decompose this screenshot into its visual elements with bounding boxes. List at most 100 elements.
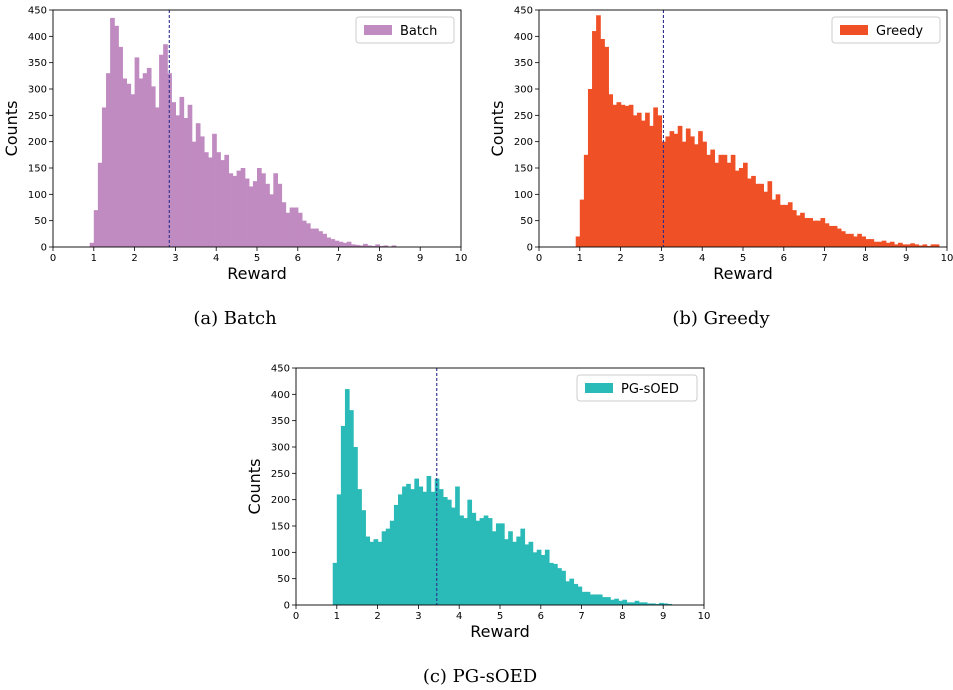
histogram-bar	[422, 491, 428, 605]
x-tick-label: 9	[660, 611, 666, 622]
histogram-bar	[655, 603, 660, 605]
histogram-bar	[212, 133, 217, 247]
subfigure-caption: (b) Greedy	[672, 308, 770, 329]
histogram-bar	[873, 241, 879, 247]
histogram-bar	[677, 125, 683, 247]
histogram-bar	[273, 173, 278, 247]
histogram-bar	[763, 191, 769, 247]
histogram-bar	[653, 107, 658, 248]
histogram-bar	[681, 141, 687, 247]
histogram-bar	[783, 204, 789, 247]
histogram-bar	[163, 44, 168, 248]
histogram-bar	[142, 73, 148, 247]
histogram-bar	[659, 602, 664, 605]
histogram-bar	[330, 239, 336, 247]
histogram-bar	[332, 562, 338, 605]
x-tick-label: 1	[334, 611, 340, 622]
histogram-bar	[650, 603, 656, 605]
histogram-bar	[269, 194, 274, 247]
y-tick-label: 50	[277, 574, 290, 585]
y-tick-label: 100	[514, 190, 533, 201]
histogram-bar	[118, 46, 123, 248]
histogram-bar	[406, 483, 411, 605]
x-tick-label: 7	[821, 253, 827, 264]
histogram-bar	[336, 494, 342, 605]
x-tick-label: 2	[131, 253, 137, 264]
histogram-bar	[371, 245, 376, 247]
histogram-bar	[491, 531, 497, 605]
histogram-bar	[926, 245, 932, 247]
histogram-bar	[228, 173, 234, 247]
histogram-bar	[808, 218, 813, 247]
histogram-bar	[479, 518, 485, 605]
y-tick-label: 350	[271, 416, 290, 427]
histogram-bar	[236, 170, 242, 247]
histogram-bar	[389, 520, 395, 605]
histogram-bar	[363, 243, 368, 247]
histogram-bar	[244, 178, 250, 247]
histogram-bar	[585, 591, 591, 605]
histogram-bar	[620, 104, 626, 247]
histogram-bar	[812, 220, 818, 247]
histogram-bar	[710, 149, 716, 247]
histogram-bar	[508, 531, 513, 605]
y-tick-label: 300	[28, 85, 47, 96]
histogram-bar	[828, 225, 834, 247]
histogram-bar	[414, 478, 419, 605]
y-tick-label: 100	[28, 190, 47, 201]
histogram-bar	[322, 233, 327, 247]
histogram-bar	[557, 568, 562, 605]
histogram-bar	[159, 54, 164, 247]
subfigure-caption: (c) PG-sOED	[423, 666, 537, 687]
histogram-bar	[487, 518, 493, 605]
histogram-bar	[632, 115, 638, 247]
y-tick-label: 200	[271, 495, 290, 506]
histogram-bar	[869, 239, 875, 247]
histogram-bar	[673, 133, 679, 247]
histogram-bar	[612, 104, 618, 247]
histogram-bar	[528, 541, 534, 605]
histogram-bar	[373, 539, 379, 605]
histogram-bar	[106, 73, 111, 247]
histogram-bar	[483, 515, 489, 605]
y-tick-label: 50	[34, 216, 47, 227]
histogram-bar	[354, 244, 360, 247]
histogram-bar	[340, 425, 346, 605]
histogram-bar	[861, 236, 866, 247]
histogram-bar	[524, 544, 530, 605]
x-tick-label: 8	[862, 253, 868, 264]
x-tick-label: 4	[699, 253, 705, 264]
histogram-bar	[596, 15, 601, 247]
legend: Batch	[355, 16, 455, 44]
histogram-bar	[575, 236, 581, 247]
histogram-bar	[471, 512, 477, 605]
histogram-bar	[138, 78, 144, 247]
histogram-bar	[669, 131, 675, 247]
histogram-bar	[641, 120, 646, 247]
legend-box	[831, 16, 941, 44]
histogram-bar	[649, 125, 654, 247]
histogram-bar	[583, 154, 589, 247]
histogram-bar	[430, 491, 436, 605]
x-tick-label: 3	[172, 253, 178, 264]
histogram-bar	[804, 218, 809, 247]
histogram-bar	[261, 173, 266, 247]
histogram-bar	[718, 154, 724, 247]
histogram-bar	[349, 410, 354, 605]
histogram-bar	[636, 112, 642, 247]
y-tick-label: 50	[520, 216, 533, 227]
x-tick-label: 5	[740, 253, 746, 264]
histogram-bar	[796, 215, 801, 247]
histogram-bar	[342, 242, 348, 247]
histogram-bar	[463, 518, 468, 605]
x-tick-label: 3	[415, 611, 421, 622]
histogram-bar	[569, 578, 575, 605]
histogram-bar	[426, 475, 432, 605]
legend-swatch	[840, 25, 868, 35]
histogram-bar	[787, 202, 793, 247]
histogram-bar	[359, 245, 364, 247]
y-axis-title: Counts	[2, 101, 21, 157]
histogram-bar	[553, 563, 558, 605]
histogram-bar	[845, 233, 850, 247]
histogram-bar	[602, 597, 607, 605]
